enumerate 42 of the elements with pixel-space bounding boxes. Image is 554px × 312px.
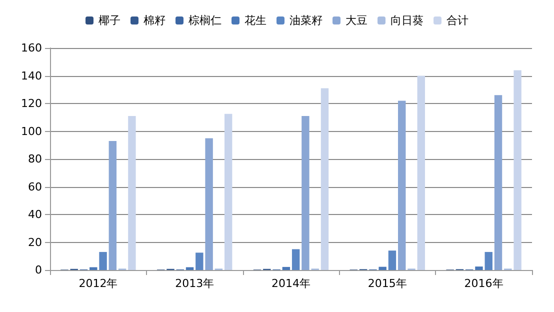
legend-label: 椰子 xyxy=(98,14,120,27)
bar xyxy=(417,76,425,270)
x-tick-label: 2016年 xyxy=(464,277,504,290)
x-tick-label: 2015年 xyxy=(368,277,407,290)
bar xyxy=(90,267,98,270)
y-tick-label: 120 xyxy=(21,97,42,110)
bar xyxy=(398,100,406,270)
bar xyxy=(378,266,386,270)
bar xyxy=(186,267,194,270)
bar xyxy=(99,252,107,270)
bar xyxy=(484,252,492,270)
legend-label: 棕榈仁 xyxy=(188,14,222,27)
bar xyxy=(205,138,213,270)
bar xyxy=(514,70,522,270)
bar xyxy=(282,266,290,270)
x-tick-label: 2014年 xyxy=(272,277,310,290)
y-tick-label: 20 xyxy=(28,236,42,249)
bar xyxy=(320,88,329,270)
bar xyxy=(494,95,502,270)
bar xyxy=(224,114,232,270)
bar xyxy=(108,140,117,270)
legend-label: 向日葵 xyxy=(390,14,424,27)
bar xyxy=(475,266,483,270)
legend-label: 花生 xyxy=(244,14,266,27)
bar xyxy=(302,116,310,270)
x-tick-label: 2012年 xyxy=(78,277,118,290)
y-tick-label: 140 xyxy=(21,69,42,82)
legend-label: 棉籽 xyxy=(144,14,166,27)
legend-label: 油菜籽 xyxy=(290,14,322,27)
y-tick-label: 40 xyxy=(28,208,42,221)
legend-label: 大豆 xyxy=(346,14,368,27)
legend-label: 合计 xyxy=(446,14,468,27)
y-tick-label: 80 xyxy=(28,152,42,166)
y-tick-label: 60 xyxy=(28,180,42,194)
bar xyxy=(388,250,396,270)
y-tick-label: 0 xyxy=(35,264,42,276)
bar xyxy=(292,249,300,270)
bar xyxy=(196,252,204,270)
y-tick-label: 160 xyxy=(21,42,42,54)
x-tick-label: 2013年 xyxy=(175,277,214,290)
bar xyxy=(128,116,136,270)
y-tick-label: 100 xyxy=(21,124,42,138)
